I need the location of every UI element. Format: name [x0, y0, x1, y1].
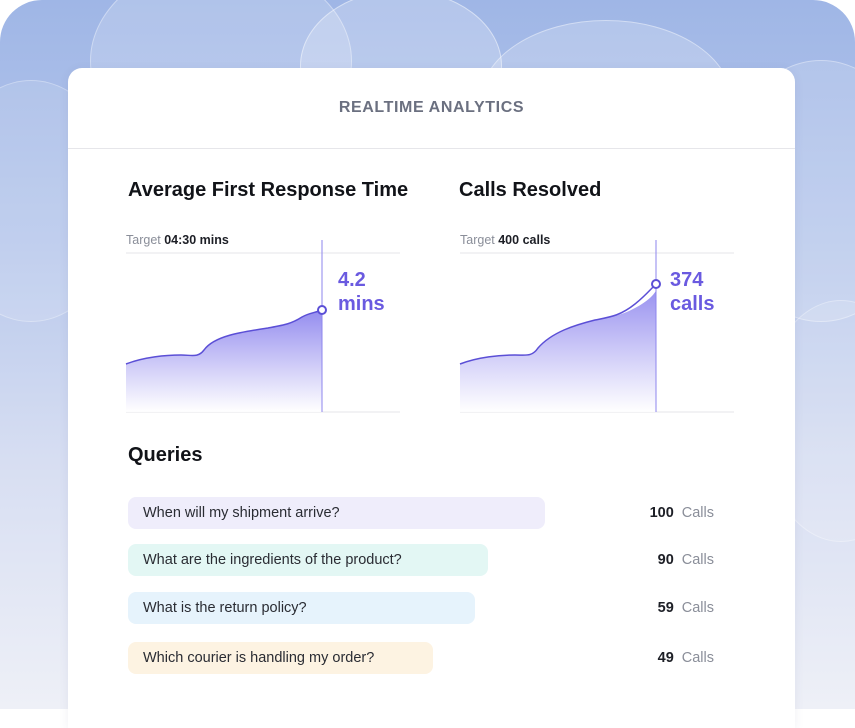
response-time-chart [125, 240, 400, 413]
response-time-target: Target 04:30 mins [126, 233, 229, 247]
value-unit: calls [670, 293, 715, 315]
card-title: REALTIME ANALYTICS [338, 99, 525, 116]
calls-resolved-title: Calls Resolved [459, 179, 602, 201]
calls-resolved-chart [459, 240, 734, 413]
query-text: What are the ingredients of the product? [143, 552, 402, 568]
series-line [125, 309, 323, 365]
analytics-card: REALTIME ANALYTICS Average First Respons… [68, 68, 795, 728]
query-bar: What is the return policy? [128, 592, 475, 624]
value-number: 374 [670, 269, 704, 291]
area-fill [126, 310, 322, 412]
response-time-title: Average First Response Time [128, 179, 409, 201]
queries-title: Queries [128, 444, 203, 466]
current-point [317, 305, 327, 315]
query-row[interactable]: Which courier is handling my order? 49 Ca… [128, 642, 718, 674]
count-unit: Calls [681, 552, 714, 568]
value-unit: mins [338, 293, 385, 315]
query-count: 49 Calls [658, 642, 714, 674]
response-time-value: 4.2 mins [338, 268, 385, 316]
count-value: 59 [657, 600, 674, 616]
count-value: 49 [657, 650, 674, 666]
current-point [651, 279, 661, 289]
query-text: What is the return policy? [143, 600, 307, 616]
query-count: 100 Calls [650, 497, 714, 529]
count-value: 100 [649, 505, 674, 521]
target-value: 04:30 mins [164, 233, 229, 247]
query-row[interactable]: When will my shipment arrive? 100 Calls [128, 497, 718, 529]
count-value: 90 [657, 552, 674, 568]
card-header: REALTIME ANALYTICS [68, 68, 795, 149]
query-bar: What are the ingredients of the product? [128, 544, 488, 576]
area-fill [460, 284, 657, 412]
query-row[interactable]: What are the ingredients of the product?… [128, 544, 718, 576]
target-label: Target [460, 233, 495, 247]
query-count: 59 Calls [658, 592, 714, 624]
target-value: 400 calls [498, 233, 551, 247]
query-bar: When will my shipment arrive? [128, 497, 545, 529]
query-text: When will my shipment arrive? [143, 505, 340, 521]
count-unit: Calls [681, 600, 714, 616]
query-bar: Which courier is handling my order? [128, 642, 433, 674]
count-unit: Calls [681, 505, 714, 521]
query-row[interactable]: What is the return policy? 59 Calls [128, 592, 718, 624]
count-unit: Calls [681, 650, 714, 666]
target-label: Target [126, 233, 161, 247]
query-text: Which courier is handling my order? [143, 650, 375, 666]
calls-resolved-value: 374 calls [670, 268, 714, 316]
value-number: 4.2 [338, 269, 366, 291]
query-count: 90 Calls [658, 544, 714, 576]
series-line [459, 283, 657, 365]
calls-resolved-target: Target 400 calls [460, 233, 550, 247]
